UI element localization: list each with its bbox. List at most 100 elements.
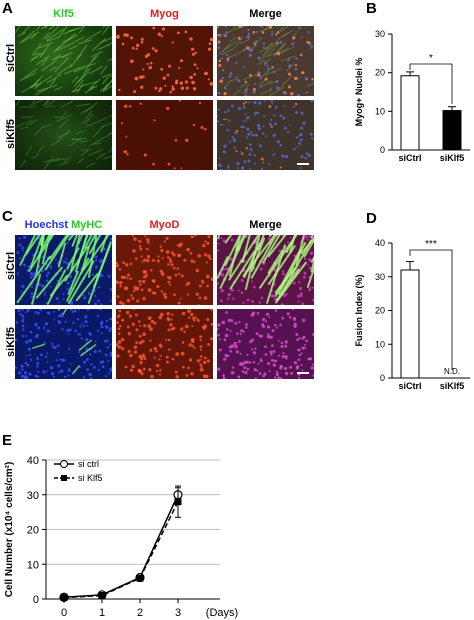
micrograph-mark — [163, 240, 166, 243]
micrograph-mark — [190, 235, 193, 238]
micrograph-mark — [250, 348, 253, 351]
micrograph-mark — [254, 347, 257, 350]
micrograph-mark — [261, 132, 265, 135]
micrograph-mark — [207, 47, 212, 51]
micrograph-mark — [49, 66, 58, 71]
panel-d-letter: D — [366, 210, 377, 227]
micrograph-mark — [86, 368, 90, 371]
micrograph-mark — [101, 122, 112, 128]
micrograph-mark — [61, 51, 73, 58]
micrograph-mark — [30, 295, 34, 299]
micrograph-mark — [185, 374, 189, 377]
micrograph-mark — [72, 79, 84, 93]
micrograph-mark — [245, 147, 248, 150]
micrograph-mark — [85, 56, 96, 71]
micrograph-mark — [77, 157, 84, 164]
micrograph-mark — [268, 105, 272, 108]
micrograph-mark — [293, 147, 296, 151]
micrograph-mark — [29, 358, 33, 362]
micrograph-mark — [237, 106, 242, 111]
micrograph-mark — [224, 333, 229, 338]
chart-d-category-label: siCtrl — [398, 381, 421, 391]
micrograph-mark — [274, 359, 278, 363]
micrograph-mark — [21, 247, 24, 250]
micrograph-mark — [154, 49, 158, 53]
micrograph-mark — [227, 109, 230, 112]
micrograph-mark — [225, 118, 228, 121]
micrograph-mark — [229, 349, 233, 353]
micrograph-mark — [192, 87, 197, 91]
micrograph-mark — [62, 260, 67, 264]
panel-c-column-header: MyoD — [116, 219, 213, 231]
micrograph-mark — [194, 316, 198, 319]
micrograph-mark — [236, 332, 239, 335]
micrograph-mark — [49, 235, 53, 240]
micrograph-mark — [149, 268, 153, 272]
micrograph-mark — [116, 261, 119, 265]
micrograph-mark — [275, 33, 278, 36]
micrograph-mark — [175, 375, 179, 379]
micrograph-mark — [218, 59, 222, 63]
micrograph-mark — [237, 79, 241, 83]
micrograph-mark — [166, 276, 169, 279]
micrograph-mark — [20, 364, 24, 368]
micrograph-mark — [144, 54, 149, 58]
micrograph-mark — [135, 328, 139, 332]
micrograph-mark — [242, 38, 250, 44]
micrograph-mark — [264, 345, 267, 349]
micrograph-mark — [143, 357, 147, 360]
micrograph-mark — [293, 30, 299, 37]
micrograph-mark — [246, 35, 250, 39]
micrograph-mark — [22, 328, 25, 331]
chart-e-series-line — [63, 494, 179, 599]
micrograph-mark — [165, 250, 170, 254]
micrograph-mark — [255, 31, 258, 34]
micrograph-mark — [35, 266, 63, 299]
micrograph-mark — [129, 277, 133, 280]
micrograph-mark — [292, 105, 296, 108]
micrograph-mark — [245, 323, 248, 326]
micrograph-mark — [36, 145, 45, 154]
micrograph-mark — [272, 359, 276, 362]
micrograph-mark — [125, 135, 128, 138]
micrograph-mark — [54, 57, 69, 73]
micrograph-mark — [157, 255, 160, 258]
micrograph-mark — [46, 311, 51, 315]
micrograph-mark — [272, 71, 276, 74]
micrograph-mark — [132, 309, 135, 311]
micrograph-mark — [21, 314, 25, 318]
micrograph-mark — [245, 136, 249, 139]
micrograph-mark — [57, 64, 72, 75]
micrograph-mark — [158, 89, 161, 93]
micrograph-mark — [137, 320, 141, 323]
micrograph-mark — [58, 301, 60, 304]
micrograph-mark — [58, 160, 70, 166]
micrograph-mark — [301, 71, 305, 75]
micrograph-mark — [100, 332, 103, 335]
micrograph-mark — [166, 311, 170, 316]
micrograph-mark — [160, 248, 164, 253]
micrograph-mark — [24, 68, 38, 78]
micrograph-mark — [66, 287, 69, 290]
micrograph-mark — [162, 76, 166, 80]
micrograph-mark — [180, 167, 183, 170]
micrograph-mark — [27, 265, 31, 269]
micrograph-mark — [185, 86, 189, 90]
micrograph-mark — [140, 37, 144, 41]
micrograph-mark — [55, 359, 58, 362]
micrograph-mark — [305, 152, 309, 155]
micrograph-mark — [267, 333, 270, 336]
micrograph-mark — [191, 325, 194, 328]
micrograph-mark — [251, 300, 255, 304]
micrograph-mark — [203, 253, 208, 257]
micrograph-mark — [36, 362, 40, 365]
micrograph-mark — [251, 280, 253, 283]
micrograph-mark — [270, 125, 274, 128]
micrograph-mark — [224, 353, 228, 357]
micrograph-mark — [178, 272, 181, 275]
micrograph-mark — [270, 118, 273, 121]
micrograph-mark — [129, 59, 134, 64]
micrograph-mark — [259, 75, 262, 78]
micrograph-mark — [110, 369, 112, 372]
micrograph-mark — [199, 363, 202, 366]
